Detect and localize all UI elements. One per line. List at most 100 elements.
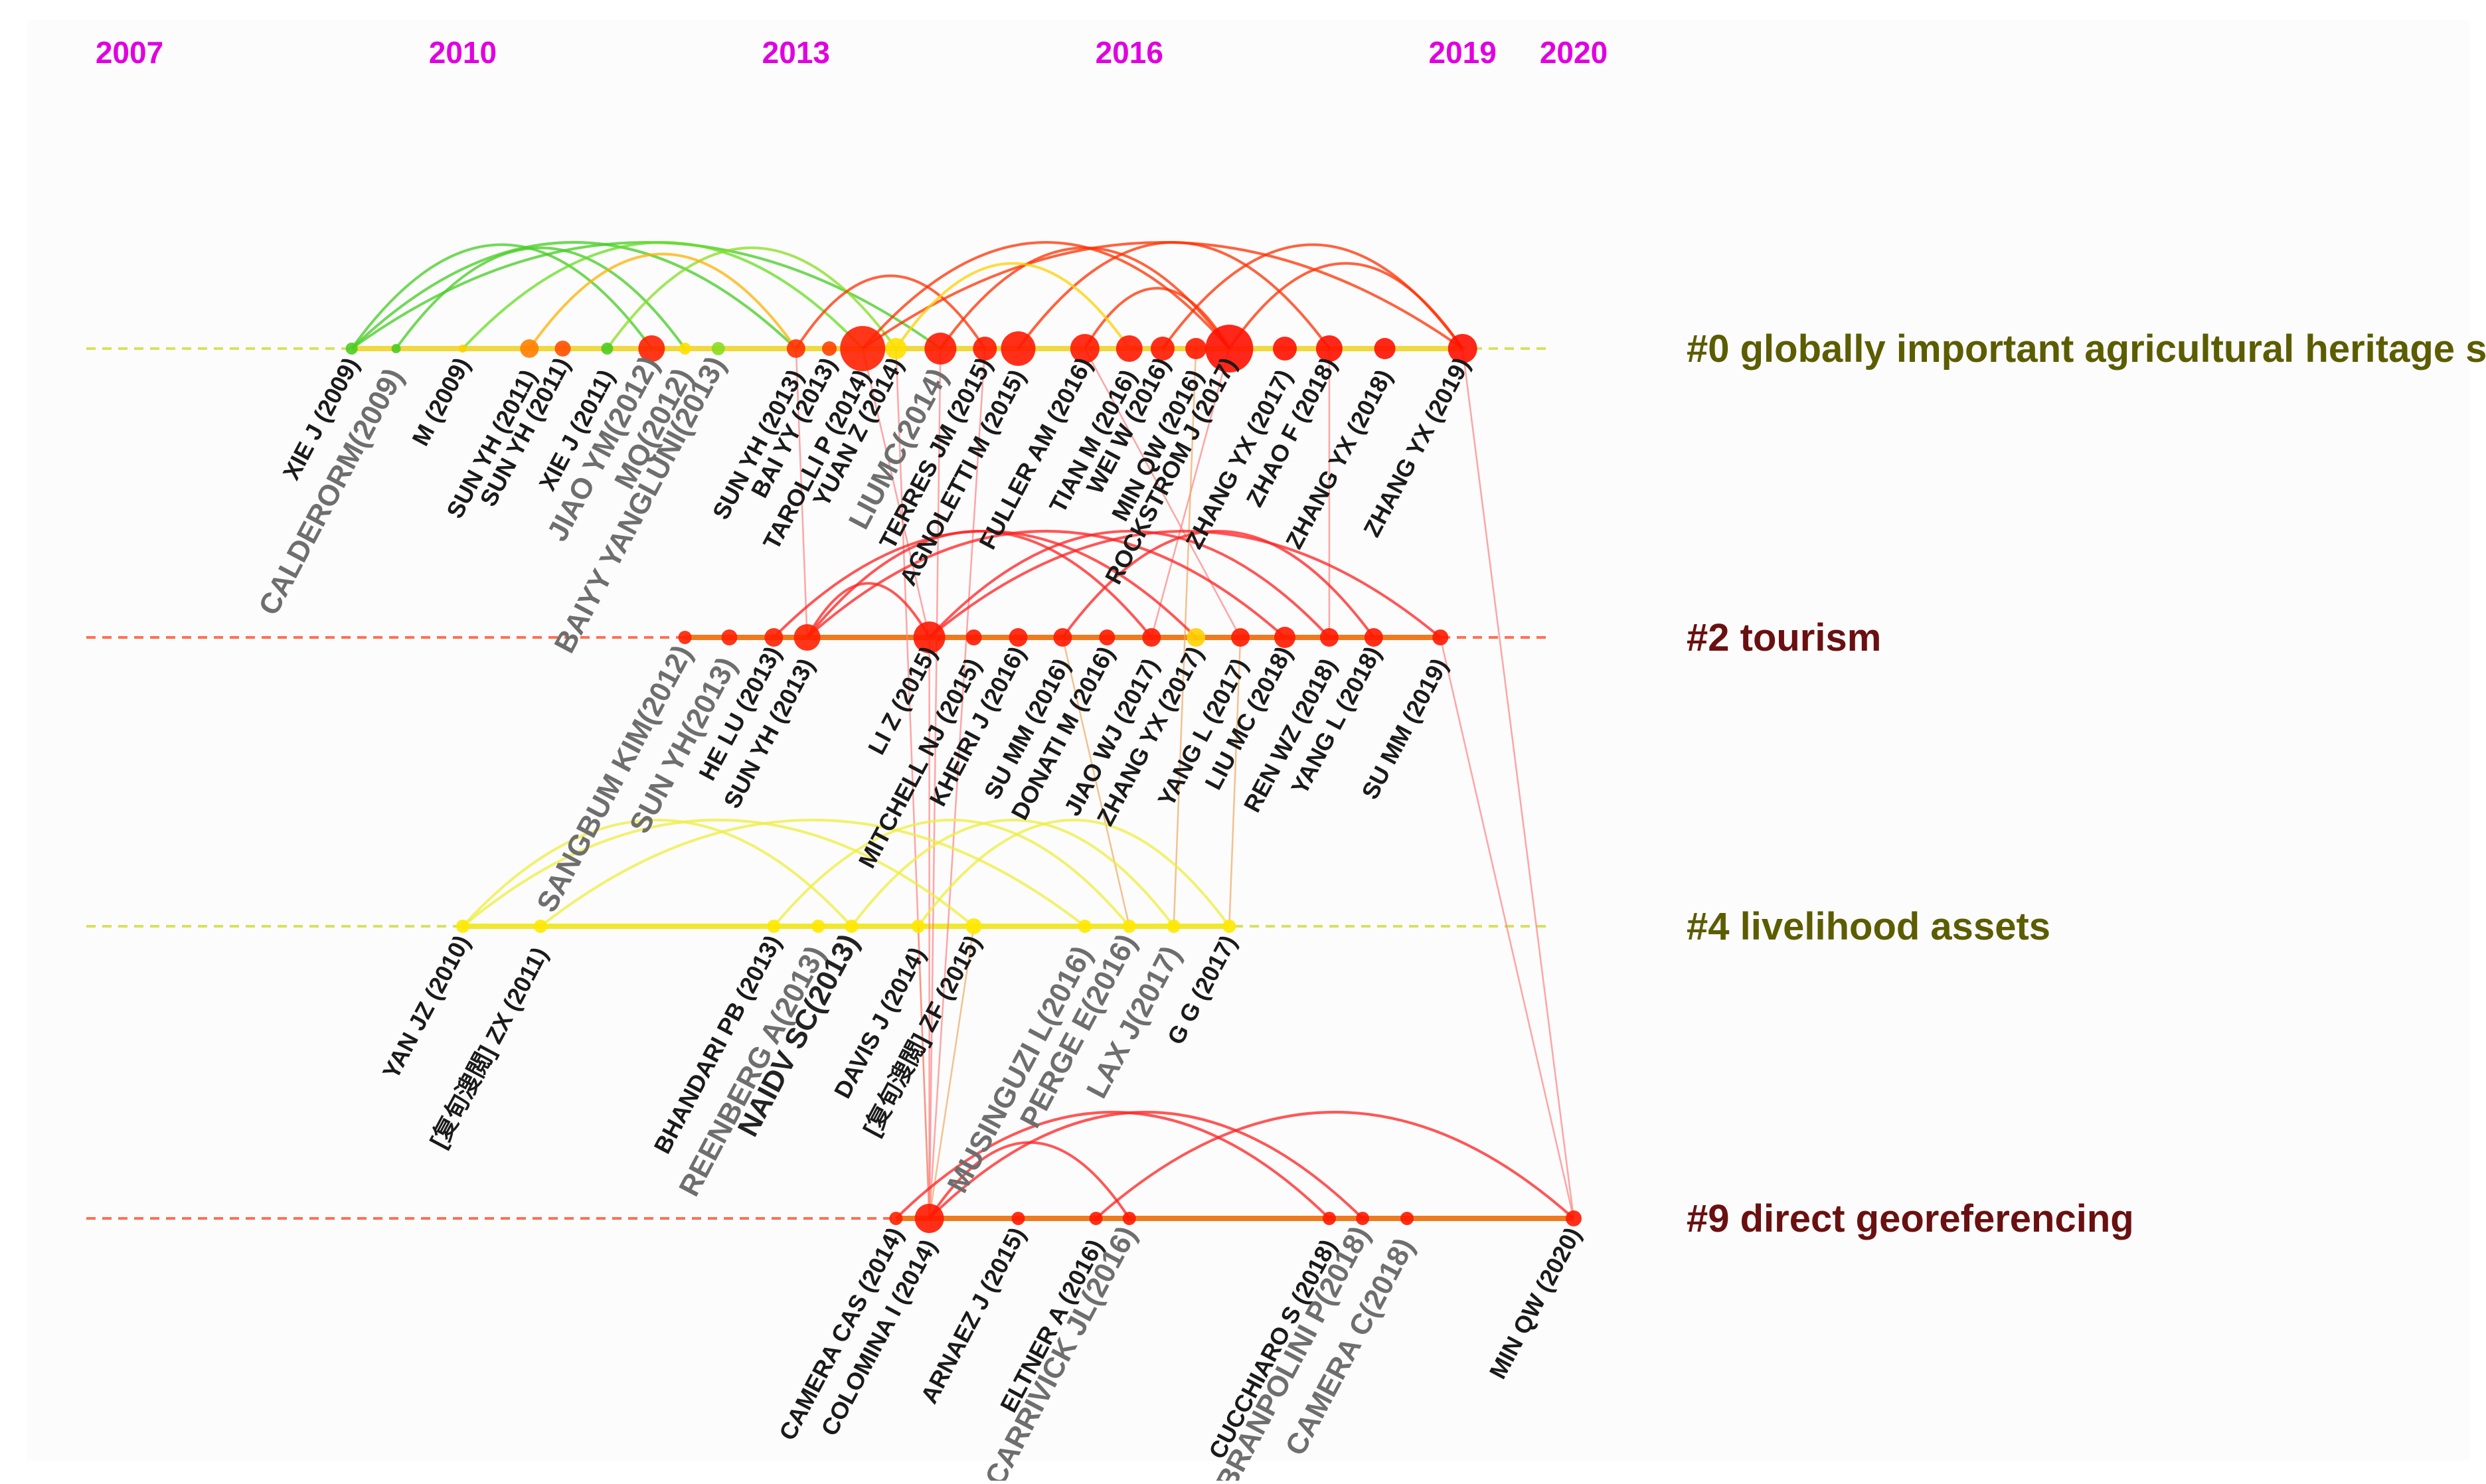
citation-arc: [606, 246, 898, 350]
cluster-label[interactable]: #4 livelihood assets: [1687, 905, 2050, 948]
cross-cluster-link: [928, 348, 942, 1219]
citation-node[interactable]: [1364, 628, 1383, 647]
citation-node[interactable]: [811, 920, 825, 933]
citation-node[interactable]: [1448, 334, 1477, 363]
citation-arc: [772, 819, 1131, 928]
citation-arc: [461, 819, 853, 928]
citation-node[interactable]: [1205, 325, 1254, 372]
citation-node[interactable]: [889, 1212, 903, 1225]
citation-node[interactable]: [458, 345, 467, 353]
citation-node[interactable]: [840, 326, 886, 371]
citation-arc: [928, 530, 1442, 639]
citation-node[interactable]: [1142, 628, 1161, 647]
citation-node[interactable]: [1356, 1212, 1370, 1225]
citation-node[interactable]: [965, 629, 982, 645]
citation-arc: [539, 819, 1086, 928]
citation-node[interactable]: [767, 920, 781, 933]
citation-arc: [528, 252, 797, 350]
cross-cluster-links: [795, 348, 1575, 1219]
citation-node[interactable]: [973, 337, 997, 361]
year-label: 2019: [1429, 35, 1497, 70]
cross-cluster-link: [1084, 348, 1242, 638]
cross-cluster-link: [1062, 637, 1130, 927]
citation-node[interactable]: [679, 343, 691, 355]
citation-node[interactable]: [711, 342, 725, 355]
citation-node[interactable]: [1374, 338, 1396, 359]
citation-node[interactable]: [764, 628, 784, 647]
citation-node[interactable]: [554, 341, 571, 357]
citation-node[interactable]: [678, 631, 692, 644]
citation-arcs: [350, 241, 1575, 1220]
cross-cluster-link: [1173, 348, 1197, 927]
citation-node[interactable]: [911, 920, 925, 933]
citation-node[interactable]: [1122, 1212, 1136, 1225]
year-label: 2010: [429, 35, 497, 70]
citation-arc: [917, 819, 1230, 928]
cross-cluster-link: [895, 348, 930, 1219]
citation-node[interactable]: [1273, 337, 1297, 361]
cluster-labels: #0 globally important agricultural herit…: [1687, 327, 2486, 1240]
citation-node[interactable]: [1009, 628, 1028, 647]
citation-node[interactable]: [1185, 338, 1207, 359]
cluster-label[interactable]: #2 tourism: [1687, 616, 1881, 659]
citation-node[interactable]: [1566, 1210, 1582, 1226]
cross-cluster-link: [795, 348, 808, 638]
citation-node[interactable]: [721, 629, 738, 645]
citation-node[interactable]: [1116, 335, 1143, 362]
citation-node[interactable]: [1070, 334, 1100, 363]
citation-node[interactable]: [913, 621, 946, 653]
citation-node[interactable]: [1001, 331, 1036, 366]
citation-node[interactable]: [1432, 629, 1449, 645]
citation-node[interactable]: [1089, 1212, 1103, 1225]
citation-node[interactable]: [1078, 920, 1092, 933]
citation-node[interactable]: [924, 333, 957, 365]
cluster-label[interactable]: #0 globally important agricultural herit…: [1687, 327, 2486, 371]
citation-arc: [394, 246, 687, 350]
citation-node[interactable]: [1150, 337, 1175, 361]
year-label: 2013: [762, 35, 830, 70]
citation-node[interactable]: [1319, 628, 1339, 647]
citation-node[interactable]: [638, 335, 665, 362]
citation-node[interactable]: [1274, 627, 1295, 648]
citation-arc: [1095, 1111, 1575, 1220]
citation-node[interactable]: [1122, 920, 1136, 933]
citation-node[interactable]: [1011, 1212, 1025, 1225]
citation-node[interactable]: [1053, 628, 1072, 647]
citation-node[interactable]: [1231, 628, 1250, 647]
cross-cluster-link: [928, 348, 986, 1219]
citation-node[interactable]: [1167, 920, 1181, 933]
citation-node[interactable]: [601, 343, 614, 355]
citation-node[interactable]: [345, 343, 358, 355]
citation-node[interactable]: [391, 344, 401, 353]
citation-arc: [1228, 262, 1464, 350]
citation-node[interactable]: [914, 1204, 944, 1233]
citation-node[interactable]: [1099, 629, 1116, 645]
citation-arc: [805, 582, 931, 638]
citation-node[interactable]: [965, 918, 982, 934]
citation-arc: [795, 274, 986, 350]
citation-node[interactable]: [520, 339, 539, 358]
citation-node[interactable]: [822, 341, 837, 356]
year-label: 2016: [1096, 35, 1163, 70]
citation-node[interactable]: [793, 624, 821, 651]
cross-cluster-link: [1228, 637, 1242, 927]
citation-arc: [1017, 241, 1331, 350]
citation-node[interactable]: [786, 339, 805, 358]
year-label: 2007: [96, 35, 163, 70]
citation-arc: [350, 243, 653, 350]
citation-node[interactable]: [534, 920, 548, 933]
citation-node[interactable]: [1187, 628, 1206, 647]
citation-node[interactable]: [1322, 1212, 1336, 1225]
citation-arc: [772, 530, 1197, 639]
citation-node[interactable]: [1222, 920, 1236, 933]
citation-node[interactable]: [1400, 1212, 1414, 1225]
citation-node[interactable]: [1315, 335, 1343, 362]
citation-arc: [806, 530, 1286, 639]
citation-node[interactable]: [885, 338, 907, 359]
cluster-label[interactable]: #9 direct georeferencing: [1687, 1197, 2134, 1240]
citation-nodes: [345, 325, 1582, 1233]
citation-node[interactable]: [456, 920, 469, 933]
citation-node[interactable]: [845, 920, 859, 933]
